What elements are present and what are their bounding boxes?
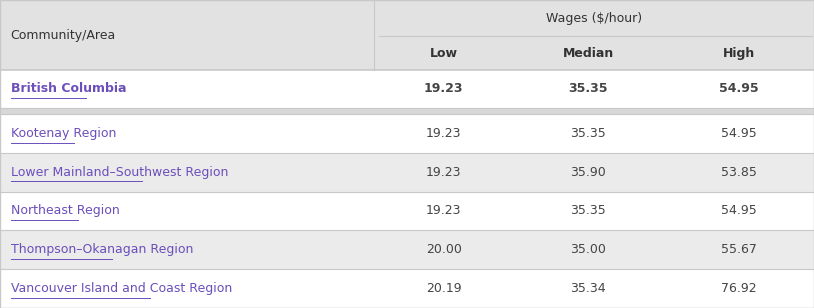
Text: 20.19: 20.19 bbox=[426, 282, 462, 295]
Bar bbox=[0, 192, 814, 230]
Text: Lower Mainland–Southwest Region: Lower Mainland–Southwest Region bbox=[11, 166, 228, 179]
Bar bbox=[0, 0, 814, 70]
Text: Kootenay Region: Kootenay Region bbox=[11, 127, 116, 140]
Bar bbox=[0, 230, 814, 269]
Text: Vancouver Island and Coast Region: Vancouver Island and Coast Region bbox=[11, 282, 232, 295]
Text: Thompson–Okanagan Region: Thompson–Okanagan Region bbox=[11, 243, 193, 256]
Text: Low: Low bbox=[430, 47, 457, 60]
Bar bbox=[0, 114, 814, 153]
Text: 76.92: 76.92 bbox=[721, 282, 756, 295]
Text: 19.23: 19.23 bbox=[426, 166, 462, 179]
Text: 54.95: 54.95 bbox=[721, 127, 756, 140]
Text: 54.95: 54.95 bbox=[721, 205, 756, 217]
Text: 35.34: 35.34 bbox=[571, 282, 606, 295]
Text: 55.67: 55.67 bbox=[720, 243, 757, 256]
Text: 53.85: 53.85 bbox=[720, 166, 757, 179]
Text: 19.23: 19.23 bbox=[426, 127, 462, 140]
Text: Wages ($/hour): Wages ($/hour) bbox=[546, 12, 642, 25]
Bar bbox=[0, 108, 814, 114]
Text: 19.23: 19.23 bbox=[424, 83, 463, 95]
Bar bbox=[0, 70, 814, 108]
Bar bbox=[0, 269, 814, 308]
Text: 35.35: 35.35 bbox=[571, 127, 606, 140]
Text: Median: Median bbox=[562, 47, 614, 60]
Text: High: High bbox=[723, 47, 755, 60]
Text: 35.35: 35.35 bbox=[568, 83, 608, 95]
Text: 35.00: 35.00 bbox=[570, 243, 606, 256]
Text: 35.90: 35.90 bbox=[571, 166, 606, 179]
Text: 20.00: 20.00 bbox=[426, 243, 462, 256]
Bar bbox=[0, 153, 814, 192]
Text: Community/Area: Community/Area bbox=[11, 29, 116, 42]
Text: 54.95: 54.95 bbox=[719, 83, 759, 95]
Text: British Columbia: British Columbia bbox=[11, 83, 126, 95]
Text: 35.35: 35.35 bbox=[571, 205, 606, 217]
Text: Northeast Region: Northeast Region bbox=[11, 205, 120, 217]
Text: 19.23: 19.23 bbox=[426, 205, 462, 217]
